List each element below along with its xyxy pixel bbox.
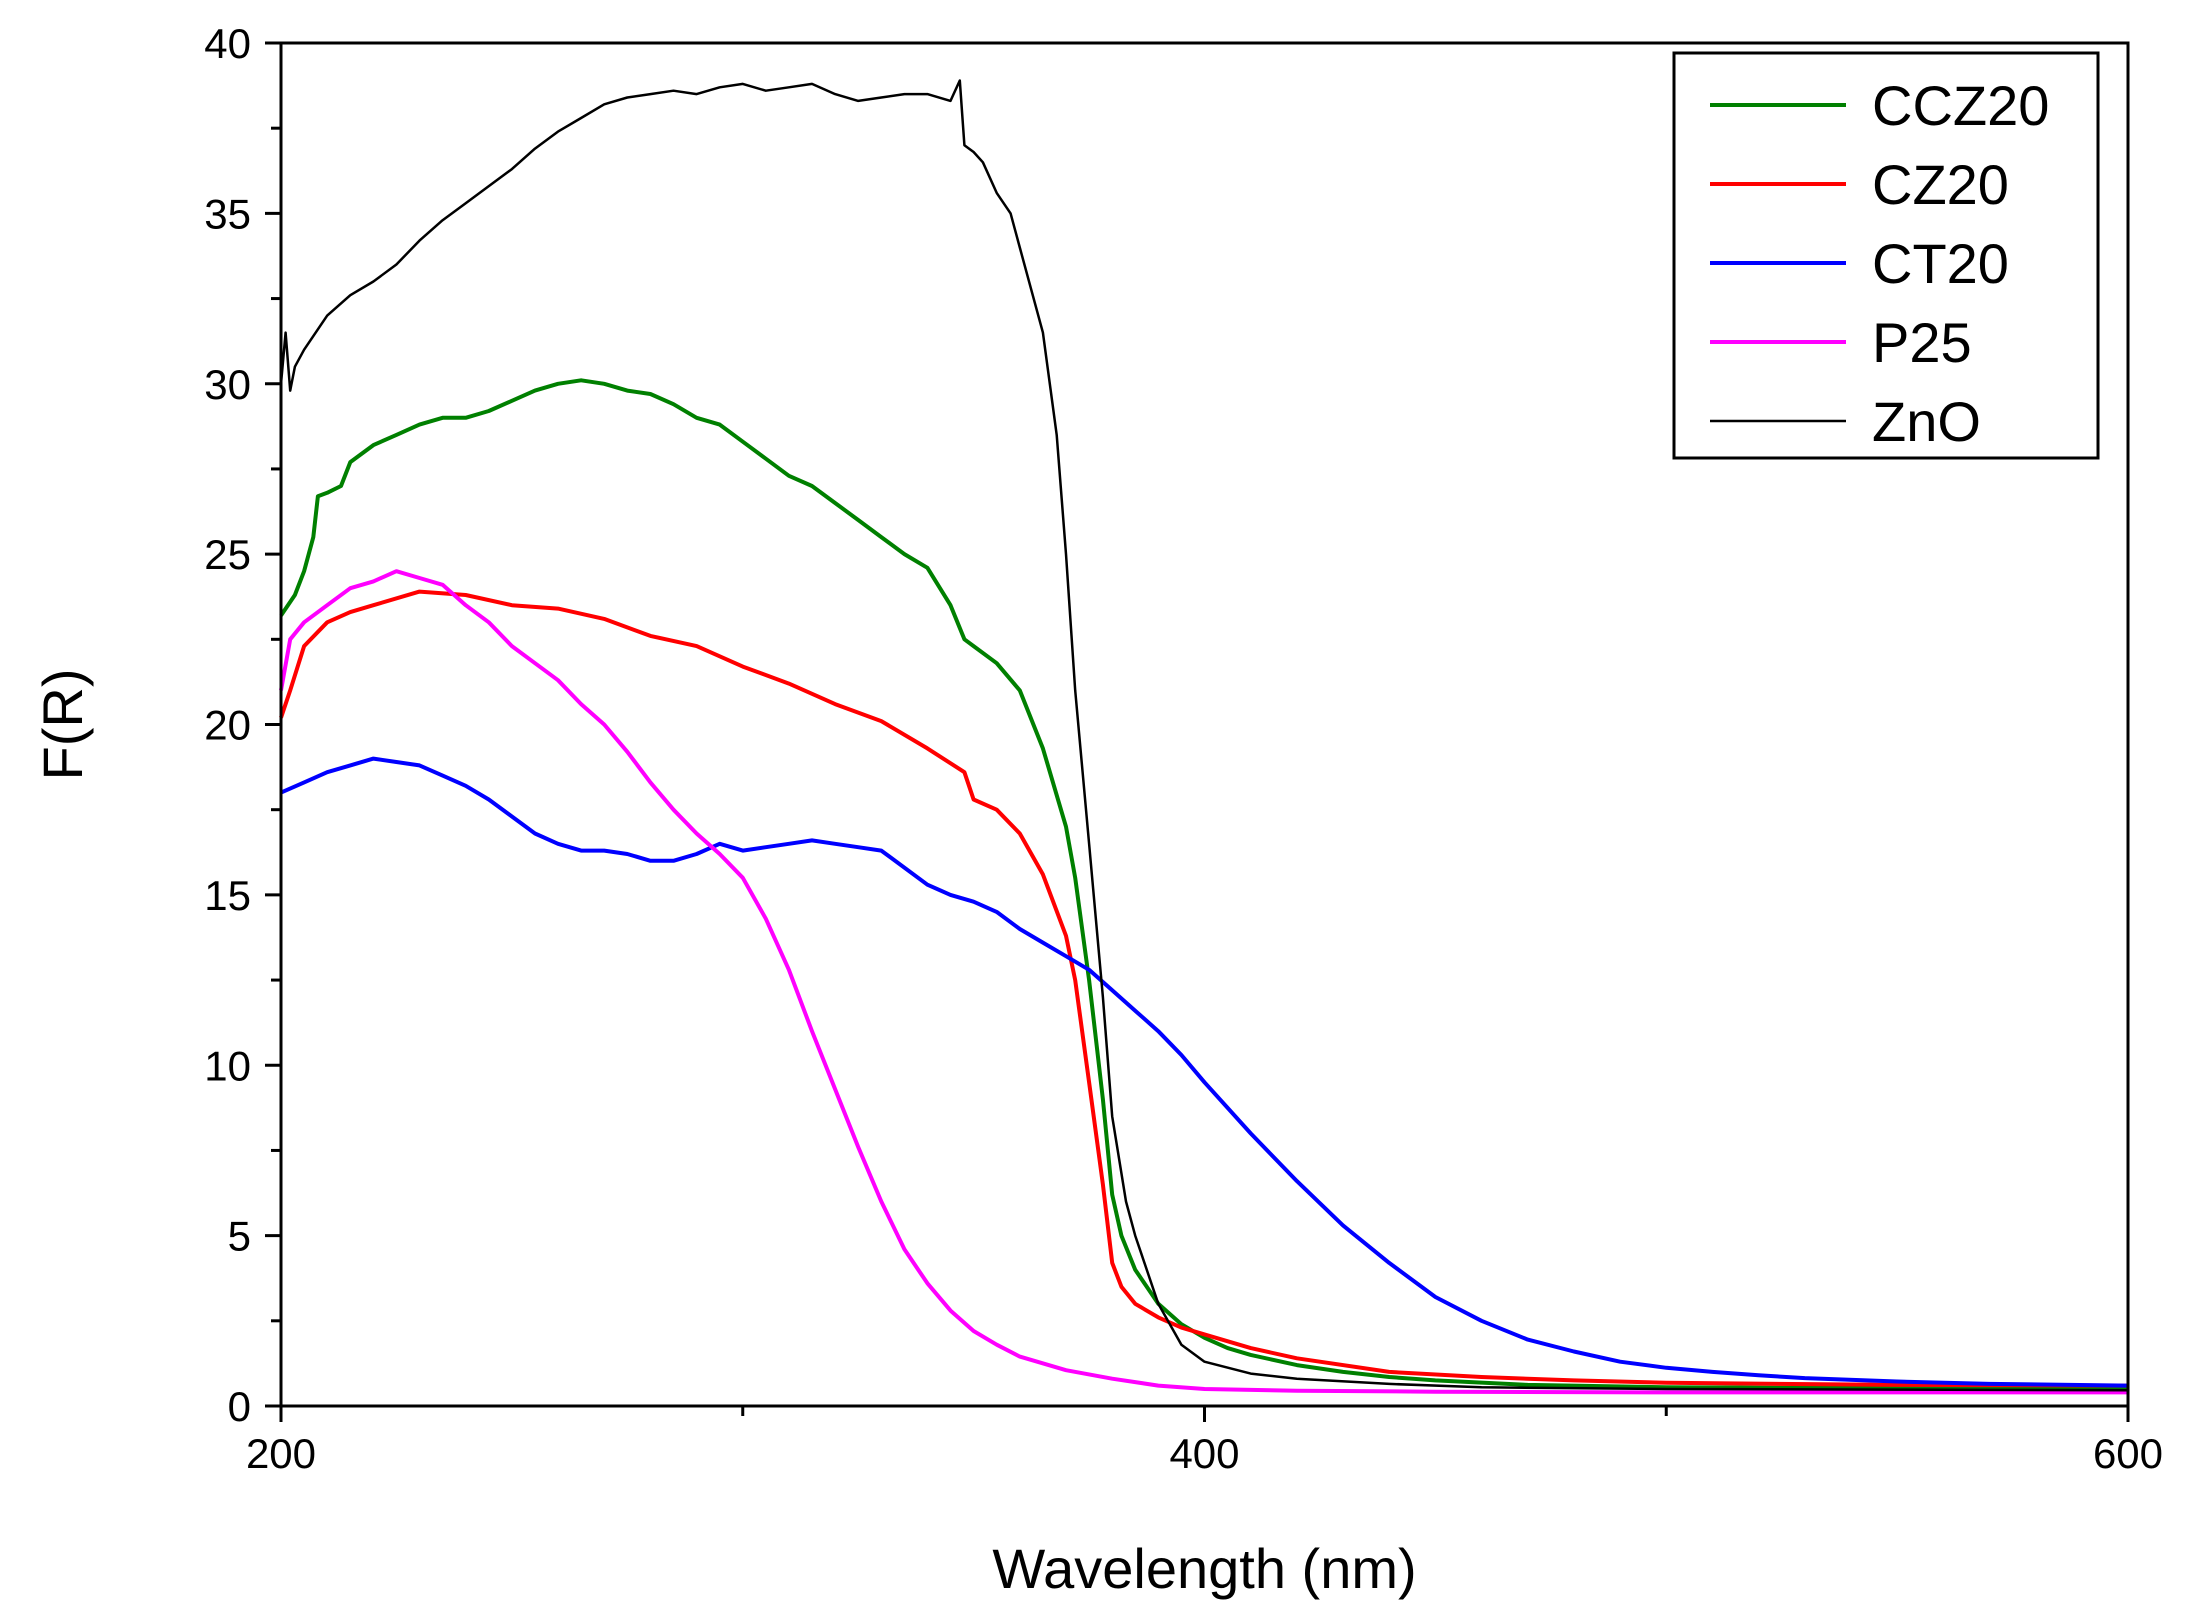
y-tick-label: 25 (204, 531, 251, 578)
series-line-p25 (279, 569, 2128, 1395)
legend-label-cz20: CZ20 (1872, 153, 2009, 216)
x-tick-label: 200 (246, 1430, 316, 1477)
y-tick-label: 20 (204, 702, 251, 749)
y-tick-label: 40 (204, 20, 251, 67)
y-axis-title: F(R) (31, 669, 94, 781)
x-tick-label: 400 (1169, 1430, 1239, 1477)
axis-ticks (265, 41, 2130, 1422)
plot-lines (279, 79, 2129, 1395)
series-line-ccz20 (279, 378, 2129, 1391)
y-tick-label: 30 (204, 361, 251, 408)
tick-labels: 200 400 600 0 5 10 15 20 25 30 35 40 (204, 20, 2163, 1477)
series-line-zno (279, 79, 2129, 1392)
y-tick-label: 35 (204, 190, 251, 237)
y-tick-label: 5 (228, 1213, 251, 1260)
y-tick-label: 15 (204, 872, 251, 919)
legend: CCZ20 CZ20 CT20 P25 ZnO (1672, 51, 2100, 460)
series-line-cz20 (279, 589, 2129, 1388)
legend-label-ccz20: CCZ20 (1872, 74, 2049, 137)
y-tick-label: 10 (204, 1042, 251, 1089)
series-line-ct20 (280, 756, 2129, 1388)
legend-box (1672, 51, 2100, 460)
y-tick-label: 0 (228, 1383, 251, 1430)
x-axis-title: Wavelength (nm) (992, 1537, 1416, 1600)
legend-label-ct20: CT20 (1872, 232, 2009, 295)
legend-label-p25: P25 (1872, 311, 1972, 374)
legend-label-zno: ZnO (1872, 390, 1981, 453)
x-tick-label: 600 (2093, 1430, 2163, 1477)
